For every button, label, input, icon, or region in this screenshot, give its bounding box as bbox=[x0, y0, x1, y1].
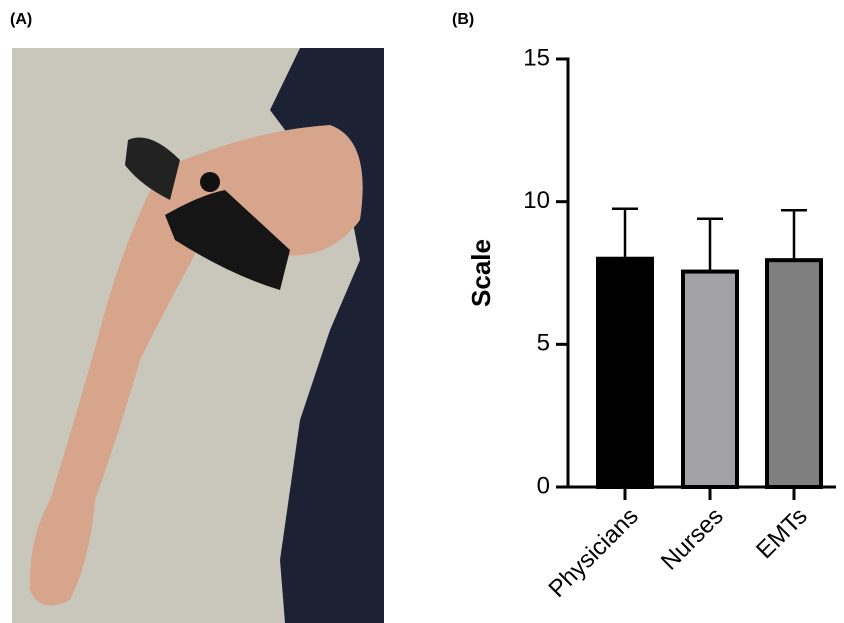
figure: (A) (B) Scale 0 5 10 15 PhysiciansNurses EMTs bbox=[0, 0, 844, 623]
x-tick-label: Nurses bbox=[656, 503, 729, 576]
panel-label: (A) bbox=[10, 11, 32, 28]
y-tick-label: 0 bbox=[537, 472, 550, 499]
y-axis-label: Scale bbox=[466, 239, 496, 307]
tourniquet-knob bbox=[200, 172, 220, 192]
bar bbox=[767, 260, 821, 487]
bar bbox=[683, 272, 737, 487]
x-tick-label: EMTs bbox=[751, 503, 813, 565]
bar bbox=[598, 259, 652, 487]
x-tick-label: Physicians bbox=[544, 503, 644, 603]
photo bbox=[12, 48, 384, 623]
panel-label: (B) bbox=[452, 11, 474, 28]
y-tick-label: 15 bbox=[523, 44, 550, 71]
y-tick-label: 5 bbox=[537, 330, 550, 357]
y-tick-label: 10 bbox=[523, 187, 550, 214]
